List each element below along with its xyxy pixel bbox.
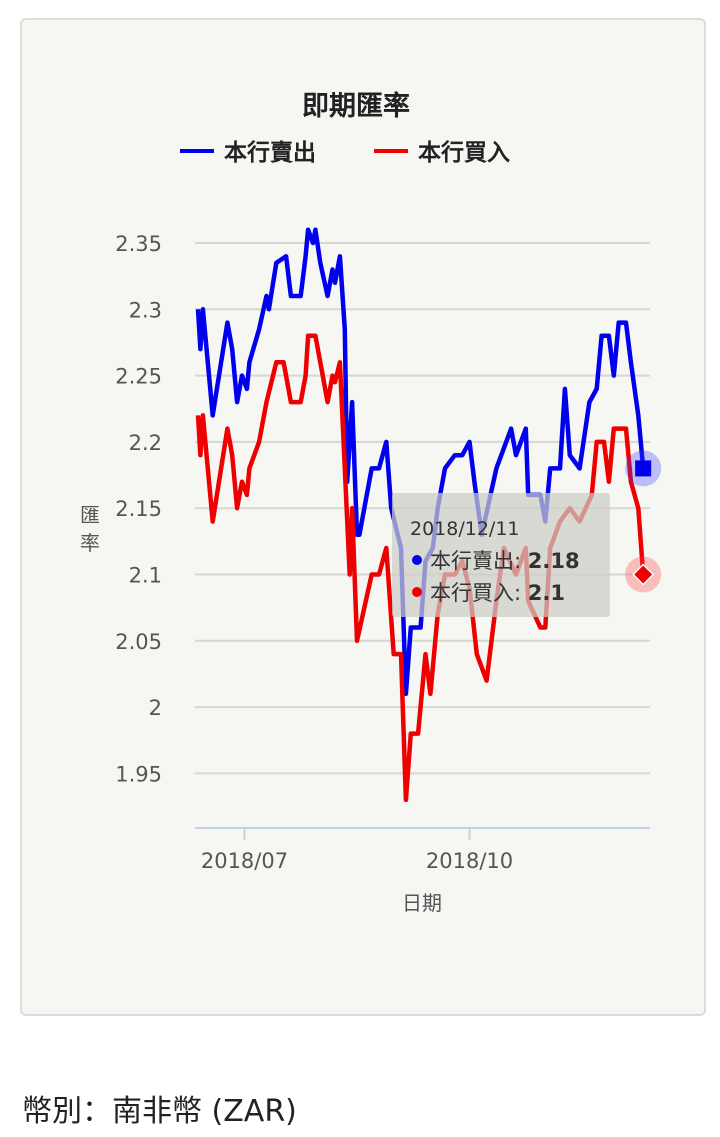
y-tick-label: 2.35 xyxy=(115,232,162,256)
y-tick-label: 2 xyxy=(149,696,162,720)
tooltip-row-sell: 本行賣出: 2.18 xyxy=(430,549,580,573)
tooltip-label-sell: 本行賣出: xyxy=(430,549,528,573)
hover-markers xyxy=(625,450,662,593)
tooltip: 2018/12/11 本行賣出: 2.18 本行買入: 2.1 xyxy=(392,493,610,617)
x-axis-ticks: 2018/07 2018/10 xyxy=(201,828,513,873)
point-marker-buy xyxy=(632,563,655,586)
tooltip-box xyxy=(392,493,610,617)
point-marker-sell xyxy=(635,460,652,477)
series-line-sell xyxy=(195,227,646,697)
y-tick-label: 2.2 xyxy=(129,431,162,455)
tooltip-row-buy: 本行買入: 2.1 xyxy=(430,581,565,605)
y-tick-label: 1.95 xyxy=(115,762,162,786)
currency-label: 幣別：南非幣 (ZAR) xyxy=(22,1094,297,1129)
tooltip-value-buy: 2.1 xyxy=(528,581,565,605)
tooltip-label-buy: 本行買入: xyxy=(430,581,528,605)
x-tick-label: 2018/07 xyxy=(201,849,288,873)
y-tick-label: 2.25 xyxy=(115,365,162,389)
legend-label-buy[interactable]: 本行買入 xyxy=(418,139,510,166)
tooltip-value-sell: 2.18 xyxy=(528,549,580,573)
legend[interactable]: 本行賣出 本行買入 xyxy=(180,139,510,166)
y-tick-label: 2.15 xyxy=(115,497,162,521)
y-axis-label-char-1: 匯 xyxy=(80,503,100,527)
y-axis-ticks: 1.95 2 2.05 2.1 2.15 2.2 2.25 2.3 2.35 xyxy=(115,232,162,786)
x-tick-label: 2018/10 xyxy=(426,849,513,873)
x-axis-label: 日期 xyxy=(402,891,442,915)
y-tick-label: 2.3 xyxy=(129,298,162,322)
y-tick-label: 2.05 xyxy=(115,630,162,654)
y-tick-label: 2.1 xyxy=(129,564,162,588)
chart-title: 即期匯率 xyxy=(302,90,410,122)
tooltip-dot-sell xyxy=(412,555,422,565)
legend-label-sell[interactable]: 本行賣出 xyxy=(224,139,316,166)
y-axis-label-char-2: 率 xyxy=(80,531,100,555)
tooltip-dot-buy xyxy=(412,587,422,597)
tooltip-date: 2018/12/11 xyxy=(410,518,520,540)
